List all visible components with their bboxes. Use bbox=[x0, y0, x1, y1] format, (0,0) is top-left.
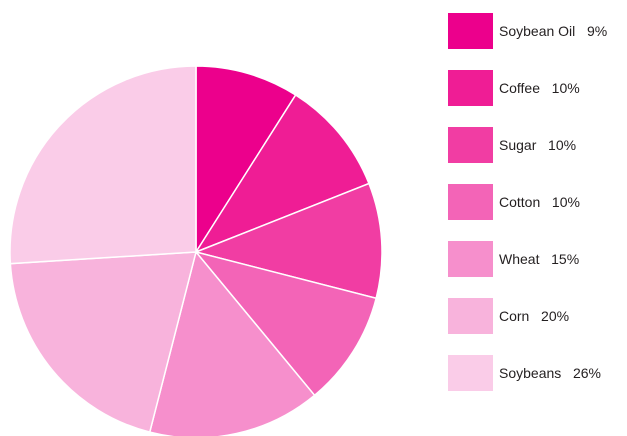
legend-item-wheat: Wheat 15% bbox=[448, 241, 623, 277]
legend-swatch-coffee bbox=[448, 70, 493, 106]
legend-item-soybeans: Soybeans 26% bbox=[448, 355, 623, 391]
legend-swatch-wheat bbox=[448, 241, 493, 277]
legend-swatch-cotton bbox=[448, 184, 493, 220]
legend-swatch-sugar bbox=[448, 127, 493, 163]
legend-label-corn: Corn 20% bbox=[499, 308, 569, 324]
legend-item-cotton: Cotton 10% bbox=[448, 184, 623, 220]
legend-label-wheat: Wheat 15% bbox=[499, 251, 579, 267]
pie-slice-sugar bbox=[193, 182, 383, 300]
pie-slice-coffee bbox=[194, 93, 370, 254]
legend-label-sugar: Sugar 10% bbox=[499, 137, 576, 153]
legend-swatch-corn bbox=[448, 298, 493, 334]
legend-value: 26% bbox=[572, 365, 601, 381]
pie-plot bbox=[9, 65, 383, 436]
legend-name: Wheat bbox=[499, 251, 540, 267]
legend-label-soybeans: Soybeans 26% bbox=[499, 365, 601, 381]
legend-label-cotton: Cotton 10% bbox=[499, 194, 580, 210]
legend-swatch-soybean-oil bbox=[448, 13, 493, 49]
legend-name: Cotton bbox=[499, 194, 541, 210]
legend-value: 10% bbox=[548, 137, 577, 153]
pie-slice-wheat bbox=[148, 250, 316, 436]
legend-item-soybean-oil: Soybean Oil 9% bbox=[448, 13, 623, 49]
pie-slice-corn bbox=[9, 251, 197, 434]
legend-name: Sugar bbox=[499, 137, 537, 153]
legend-value: 15% bbox=[551, 251, 580, 267]
legend-label-coffee: Coffee 10% bbox=[499, 80, 580, 96]
pie-slice-soybean-oil bbox=[195, 65, 297, 255]
pie-slice-cotton bbox=[193, 250, 378, 397]
legend-item-coffee: Coffee 10% bbox=[448, 70, 623, 106]
legend-item-corn: Corn 20% bbox=[448, 298, 623, 334]
legend-item-sugar: Sugar 10% bbox=[448, 127, 623, 163]
legend-value: 9% bbox=[586, 23, 608, 39]
legend-value: 10% bbox=[551, 194, 580, 210]
pie-slice-soybeans bbox=[9, 65, 197, 265]
legend-swatch-soybeans bbox=[448, 355, 493, 391]
legend-name: Soybeans bbox=[499, 365, 562, 381]
legend-name: Coffee bbox=[499, 80, 540, 96]
legend-value: 20% bbox=[541, 308, 570, 324]
legend-label-soybean-oil: Soybean Oil 9% bbox=[499, 23, 607, 39]
legend-name: Corn bbox=[499, 308, 530, 324]
legend: Soybean Oil 9% Coffee 10% Sugar 10% Cott… bbox=[448, 13, 623, 412]
legend-name: Soybean Oil bbox=[499, 23, 576, 39]
legend-value: 10% bbox=[551, 80, 580, 96]
